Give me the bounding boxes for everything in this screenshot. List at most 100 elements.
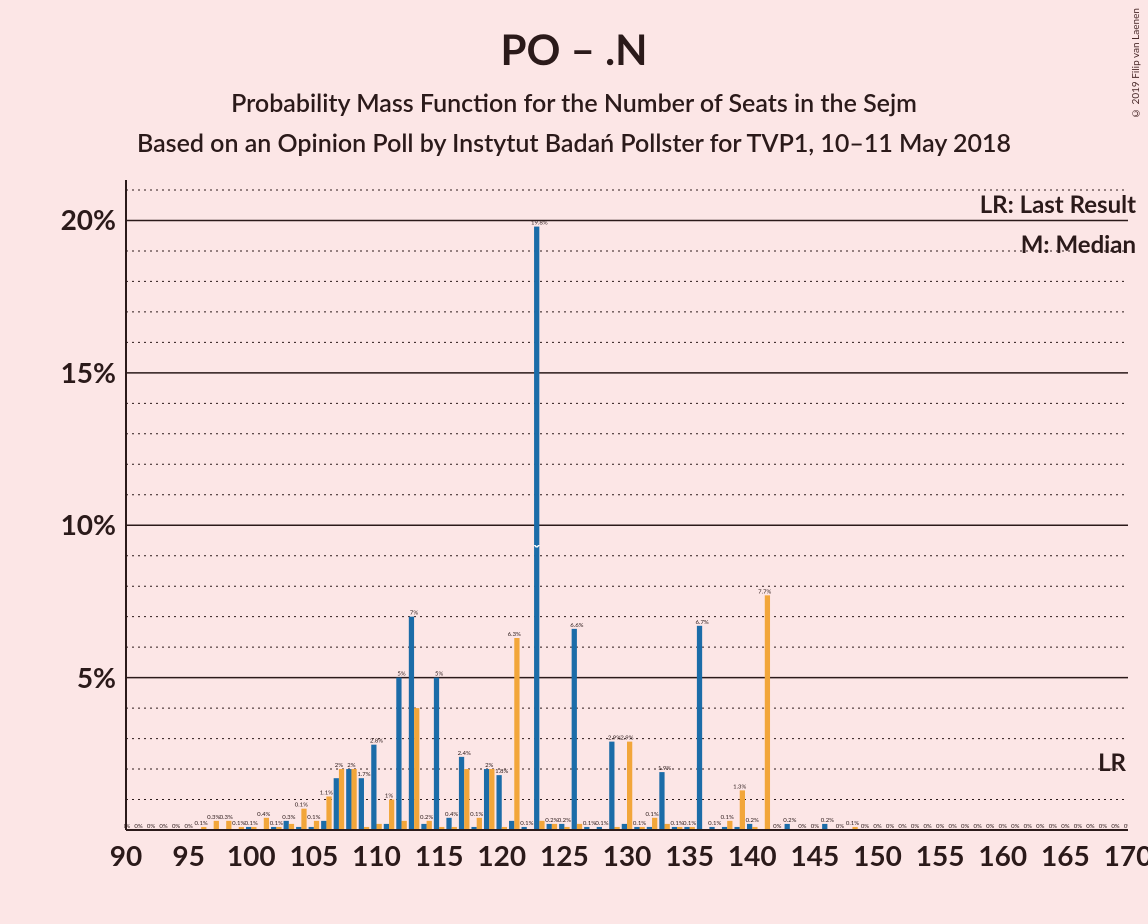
svg-text:0%: 0%: [999, 823, 1007, 830]
svg-text:0.1%: 0.1%: [232, 820, 245, 827]
svg-text:2.4%: 2.4%: [458, 750, 471, 757]
x-tick-label: 115: [415, 838, 464, 872]
svg-text:0%: 0%: [1099, 823, 1107, 830]
svg-text:0%: 0%: [949, 823, 957, 830]
svg-text:0%: 0%: [861, 823, 869, 830]
svg-text:0%: 0%: [1049, 823, 1057, 830]
svg-text:0.1%: 0.1%: [295, 802, 308, 809]
svg-text:0%: 0%: [811, 823, 819, 830]
svg-text:0%: 0%: [911, 823, 919, 830]
chart-svg: 0%0%0%0%0%0%0.1%0.3%0.3%0.1%0.1%0.4%0.1%…: [124, 180, 1128, 840]
x-tick-label: 130: [603, 838, 652, 872]
x-tick-label: 95: [172, 838, 204, 872]
svg-text:0%: 0%: [1061, 823, 1069, 830]
svg-text:1.9%: 1.9%: [658, 765, 671, 772]
svg-text:7.7%: 7.7%: [758, 588, 771, 595]
svg-text:0.3%: 0.3%: [207, 814, 220, 821]
svg-text:19.8%: 19.8%: [531, 220, 548, 227]
svg-text:2.9%: 2.9%: [608, 735, 621, 742]
svg-text:0%: 0%: [986, 823, 994, 830]
copyright-text: © 2019 Filip van Laenen: [1130, 8, 1142, 119]
svg-text:0%: 0%: [961, 823, 969, 830]
svg-text:0%: 0%: [1011, 823, 1019, 830]
svg-text:0.2%: 0.2%: [558, 817, 571, 824]
svg-text:0.3%: 0.3%: [282, 814, 295, 821]
y-tick-label: 10%: [16, 507, 116, 541]
svg-text:0%: 0%: [886, 823, 894, 830]
svg-text:2.8%: 2.8%: [370, 738, 383, 745]
main-title: PO – .N: [0, 24, 1148, 74]
svg-text:0%: 0%: [836, 823, 844, 830]
svg-text:0.2%: 0.2%: [746, 817, 759, 824]
svg-text:0%: 0%: [184, 823, 192, 830]
svg-text:0%: 0%: [1111, 823, 1119, 830]
svg-text:0.1%: 0.1%: [671, 820, 684, 827]
svg-text:0.4%: 0.4%: [257, 811, 270, 818]
subtitle-1: Probability Mass Function for the Number…: [0, 88, 1148, 118]
x-tick-label: 100: [227, 838, 276, 872]
svg-text:0.1%: 0.1%: [307, 814, 320, 821]
svg-text:0%: 0%: [798, 823, 806, 830]
svg-text:0%: 0%: [134, 823, 142, 830]
x-tick-label: 165: [1041, 838, 1090, 872]
svg-text:0.1%: 0.1%: [683, 820, 696, 827]
svg-text:2%: 2%: [347, 762, 355, 769]
x-tick-label: 110: [352, 838, 401, 872]
svg-text:6.3%: 6.3%: [508, 631, 521, 638]
svg-text:0%: 0%: [172, 823, 180, 830]
svg-text:0.2%: 0.2%: [545, 817, 558, 824]
subtitle-2: Based on an Opinion Poll by Instytut Bad…: [0, 128, 1148, 158]
x-tick-label: 160: [978, 838, 1027, 872]
x-tick-label: 120: [477, 838, 526, 872]
svg-text:0.1%: 0.1%: [245, 820, 258, 827]
svg-text:0.1%: 0.1%: [721, 814, 734, 821]
svg-text:0.3%: 0.3%: [220, 814, 233, 821]
svg-text:0%: 0%: [1036, 823, 1044, 830]
svg-text:1.3%: 1.3%: [733, 783, 746, 790]
x-tick-label: 140: [728, 838, 777, 872]
svg-text:0%: 0%: [147, 823, 155, 830]
x-tick-label: 170: [1104, 838, 1148, 872]
svg-text:5%: 5%: [435, 671, 443, 678]
x-tick-label: 125: [540, 838, 589, 872]
svg-text:6.6%: 6.6%: [570, 622, 583, 629]
svg-text:0%: 0%: [159, 823, 167, 830]
svg-text:0.2%: 0.2%: [783, 817, 796, 824]
svg-text:1%: 1%: [385, 793, 393, 800]
x-tick-label: 90: [110, 838, 142, 872]
y-tick-label: 15%: [16, 355, 116, 389]
x-tick-label: 135: [665, 838, 714, 872]
svg-text:0%: 0%: [873, 823, 881, 830]
svg-text:0%: 0%: [898, 823, 906, 830]
svg-text:0.2%: 0.2%: [821, 817, 834, 824]
x-tick-label: 155: [916, 838, 965, 872]
svg-text:2%: 2%: [485, 762, 493, 769]
svg-text:0.1%: 0.1%: [520, 820, 533, 827]
svg-text:0%: 0%: [1074, 823, 1082, 830]
x-tick-label: 105: [290, 838, 339, 872]
svg-text:0%: 0%: [1124, 823, 1128, 830]
svg-text:5%: 5%: [397, 671, 405, 678]
svg-text:0.2%: 0.2%: [420, 814, 433, 821]
svg-text:0%: 0%: [124, 823, 130, 830]
svg-text:0%: 0%: [773, 823, 781, 830]
svg-text:0.1%: 0.1%: [633, 820, 646, 827]
svg-text:0.1%: 0.1%: [583, 820, 596, 827]
svg-text:1.1%: 1.1%: [320, 789, 333, 796]
lr-short-label: LR: [1098, 748, 1126, 777]
svg-text:0.4%: 0.4%: [445, 811, 458, 818]
svg-text:0.1%: 0.1%: [470, 811, 483, 818]
svg-text:7%: 7%: [410, 610, 418, 617]
legend-lr: LR: Last Result: [980, 190, 1136, 219]
median-marker: ˇ: [533, 540, 540, 562]
x-tick-label: 145: [791, 838, 840, 872]
svg-text:0%: 0%: [1024, 823, 1032, 830]
svg-text:1.7%: 1.7%: [357, 771, 370, 778]
svg-text:0%: 0%: [974, 823, 982, 830]
svg-text:2%: 2%: [335, 762, 343, 769]
svg-text:0.1%: 0.1%: [645, 811, 658, 818]
y-tick-label: 20%: [16, 202, 116, 236]
chart-area: 0%0%0%0%0%0%0.1%0.3%0.3%0.1%0.1%0.4%0.1%…: [124, 180, 1128, 840]
y-tick-label: 5%: [16, 660, 116, 694]
svg-text:0.1%: 0.1%: [270, 820, 283, 827]
